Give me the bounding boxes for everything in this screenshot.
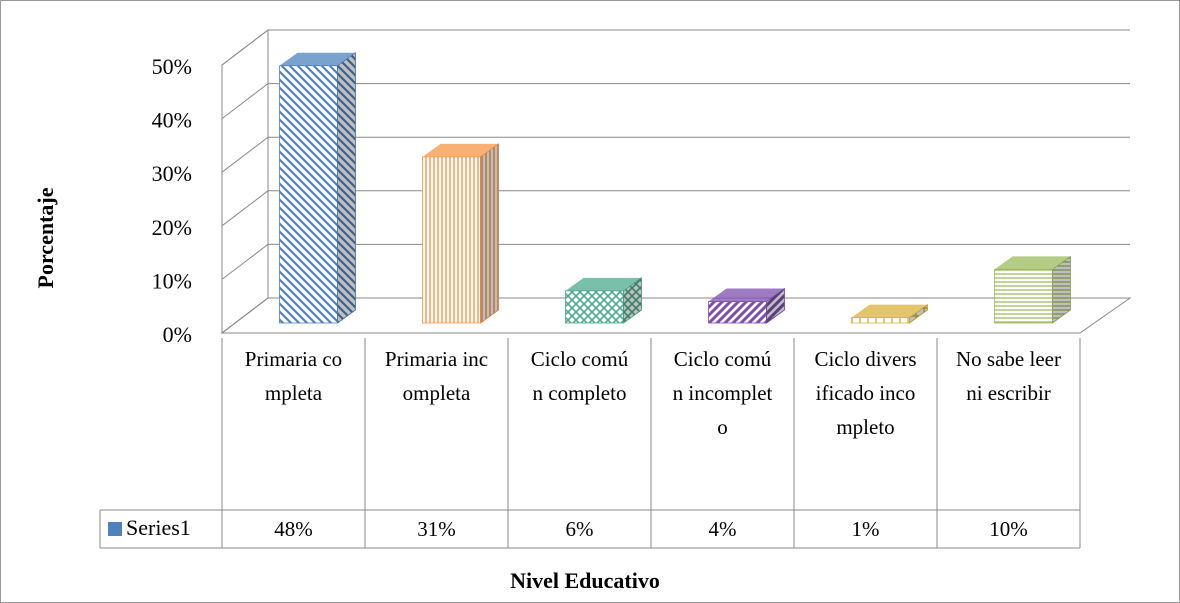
bar-top bbox=[279, 52, 356, 66]
data-label: 10% bbox=[989, 517, 1028, 541]
bar-top bbox=[565, 277, 642, 291]
y-tick-label: 20% bbox=[152, 215, 192, 240]
data-label: 48% bbox=[274, 517, 313, 541]
grid-line bbox=[221, 136, 1130, 173]
bar-front bbox=[279, 65, 338, 324]
grid-line bbox=[221, 83, 1130, 119]
bar-front bbox=[565, 290, 624, 324]
bar-front bbox=[994, 268, 1053, 324]
legend-label: Series1 bbox=[126, 515, 191, 540]
bar bbox=[422, 143, 499, 324]
x-tick-label: Ciclo diversificado incompleto bbox=[814, 347, 917, 439]
bar-side-shade bbox=[909, 304, 928, 323]
bar-top bbox=[708, 288, 785, 302]
y-axis-title: Porcentaje bbox=[33, 187, 58, 288]
data-label: 1% bbox=[851, 517, 880, 541]
grid-line bbox=[221, 29, 1130, 66]
x-tick-label: Ciclo común completo bbox=[530, 347, 629, 405]
bar-side-shade bbox=[480, 143, 499, 323]
bar bbox=[851, 303, 928, 324]
bar bbox=[994, 255, 1071, 324]
bar-side-shade bbox=[1052, 256, 1071, 323]
data-label: 31% bbox=[417, 517, 456, 541]
bar-top bbox=[422, 143, 499, 157]
bar-side-shade bbox=[623, 277, 642, 323]
data-label: 6% bbox=[565, 517, 594, 541]
x-tick-label: Ciclo común incompleto bbox=[672, 347, 773, 439]
bar-side-shade bbox=[337, 52, 356, 323]
bar-top bbox=[994, 256, 1071, 270]
data-label: 4% bbox=[708, 517, 737, 541]
y-tick-label: 10% bbox=[152, 268, 192, 293]
bar bbox=[708, 287, 785, 324]
legend-key bbox=[108, 522, 122, 536]
x-tick-label: Primaria completa bbox=[244, 347, 343, 405]
grid-line bbox=[221, 190, 1130, 227]
bar bbox=[279, 51, 356, 324]
bar-side-shade bbox=[766, 288, 785, 323]
x-tick-label: Primaria incompleta bbox=[384, 347, 489, 405]
grid-line bbox=[221, 297, 1130, 334]
y-tick-label: 40% bbox=[152, 108, 192, 133]
y-tick-label: 0% bbox=[163, 322, 192, 347]
bar-front bbox=[708, 301, 767, 324]
bar-top bbox=[851, 304, 928, 318]
bar-front bbox=[422, 156, 481, 324]
bar-front bbox=[851, 317, 910, 324]
y-tick-label: 30% bbox=[152, 161, 192, 186]
x-axis-title: Nivel Educativo bbox=[510, 568, 660, 593]
grid-line bbox=[221, 243, 1130, 280]
bar bbox=[565, 277, 642, 324]
y-tick-label: 50% bbox=[152, 54, 192, 79]
x-tick-label: No sabe leer ni escribir bbox=[956, 347, 1061, 405]
